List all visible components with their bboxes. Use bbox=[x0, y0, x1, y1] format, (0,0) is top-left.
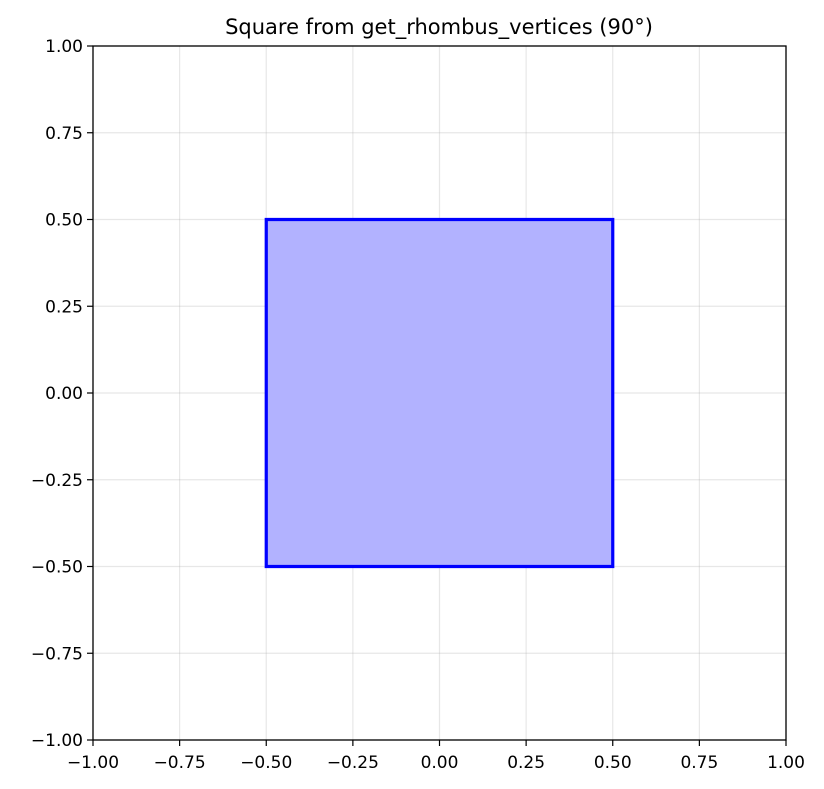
y-tick-label: −0.25 bbox=[31, 471, 83, 491]
y-axis: −1.00 −0.75 −0.50 −0.25 0.00 0.25 0.50 0.75 1.00 bbox=[31, 37, 93, 751]
y-tick-label: −1.00 bbox=[31, 731, 83, 751]
x-tick-label: 0.00 bbox=[421, 753, 459, 773]
y-tick-label: 0.50 bbox=[45, 211, 83, 231]
data-shapes bbox=[264, 217, 615, 569]
y-tick-label: 0.25 bbox=[45, 297, 83, 317]
x-tick-label: −0.75 bbox=[154, 753, 206, 773]
x-tick-label: 0.25 bbox=[507, 753, 545, 773]
square-fill bbox=[266, 219, 613, 567]
x-tick-label: −0.25 bbox=[327, 753, 379, 773]
y-tick-label: −0.50 bbox=[31, 558, 83, 578]
x-axis: −1.00 −0.75 −0.50 −0.25 0.00 0.25 0.50 0.75 1.00 bbox=[67, 740, 805, 773]
y-tick-label: 1.00 bbox=[45, 37, 83, 57]
chart-title: Square from get_rhombus_vertices (90°) bbox=[225, 15, 653, 40]
x-tick-label: −1.00 bbox=[67, 753, 119, 773]
x-tick-label: −0.50 bbox=[240, 753, 292, 773]
x-tick-label: 0.75 bbox=[680, 753, 718, 773]
y-tick-label: 0.75 bbox=[45, 124, 83, 144]
y-tick-label: 0.00 bbox=[45, 384, 83, 404]
y-tick-label: −0.75 bbox=[31, 644, 83, 664]
x-tick-label: 0.50 bbox=[594, 753, 632, 773]
x-tick-label: 1.00 bbox=[767, 753, 805, 773]
square-outline bbox=[264, 217, 615, 569]
